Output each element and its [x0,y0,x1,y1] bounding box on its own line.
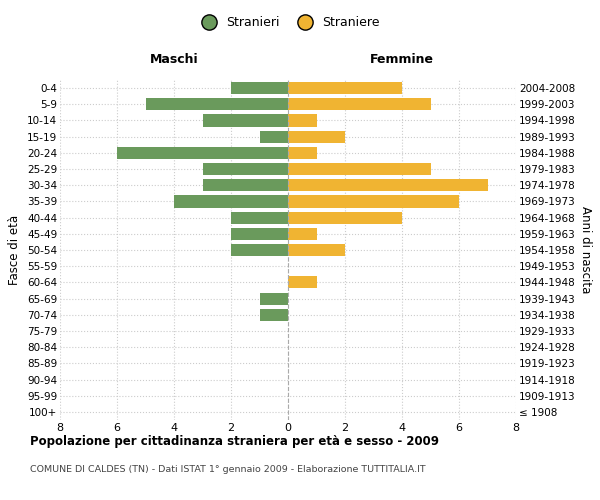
Bar [288,196,459,207]
Bar [203,179,288,192]
Bar [203,114,288,126]
Bar [288,163,431,175]
Bar [146,98,288,110]
Text: COMUNE DI CALDES (TN) - Dati ISTAT 1° gennaio 2009 - Elaborazione TUTTITALIA.IT: COMUNE DI CALDES (TN) - Dati ISTAT 1° ge… [30,465,425,474]
Y-axis label: Fasce di età: Fasce di età [8,215,22,285]
Bar [288,114,317,126]
Bar [288,228,317,240]
Text: Popolazione per cittadinanza straniera per età e sesso - 2009: Popolazione per cittadinanza straniera p… [30,435,439,448]
Bar [288,98,431,110]
Bar [174,196,288,207]
Bar [260,292,288,304]
Bar [260,130,288,142]
Text: Femmine: Femmine [370,54,434,66]
Bar [288,276,317,288]
Bar [231,244,288,256]
Bar [288,147,317,159]
Bar [231,82,288,94]
Y-axis label: Anni di nascita: Anni di nascita [579,206,592,294]
Bar [288,212,402,224]
Bar [231,228,288,240]
Bar [117,147,288,159]
Bar [203,163,288,175]
Bar [288,244,345,256]
Bar [288,130,345,142]
Bar [260,308,288,321]
Bar [288,82,402,94]
Legend: Stranieri, Straniere: Stranieri, Straniere [191,11,385,34]
Bar [288,179,487,192]
Bar [231,212,288,224]
Text: Maschi: Maschi [149,54,199,66]
